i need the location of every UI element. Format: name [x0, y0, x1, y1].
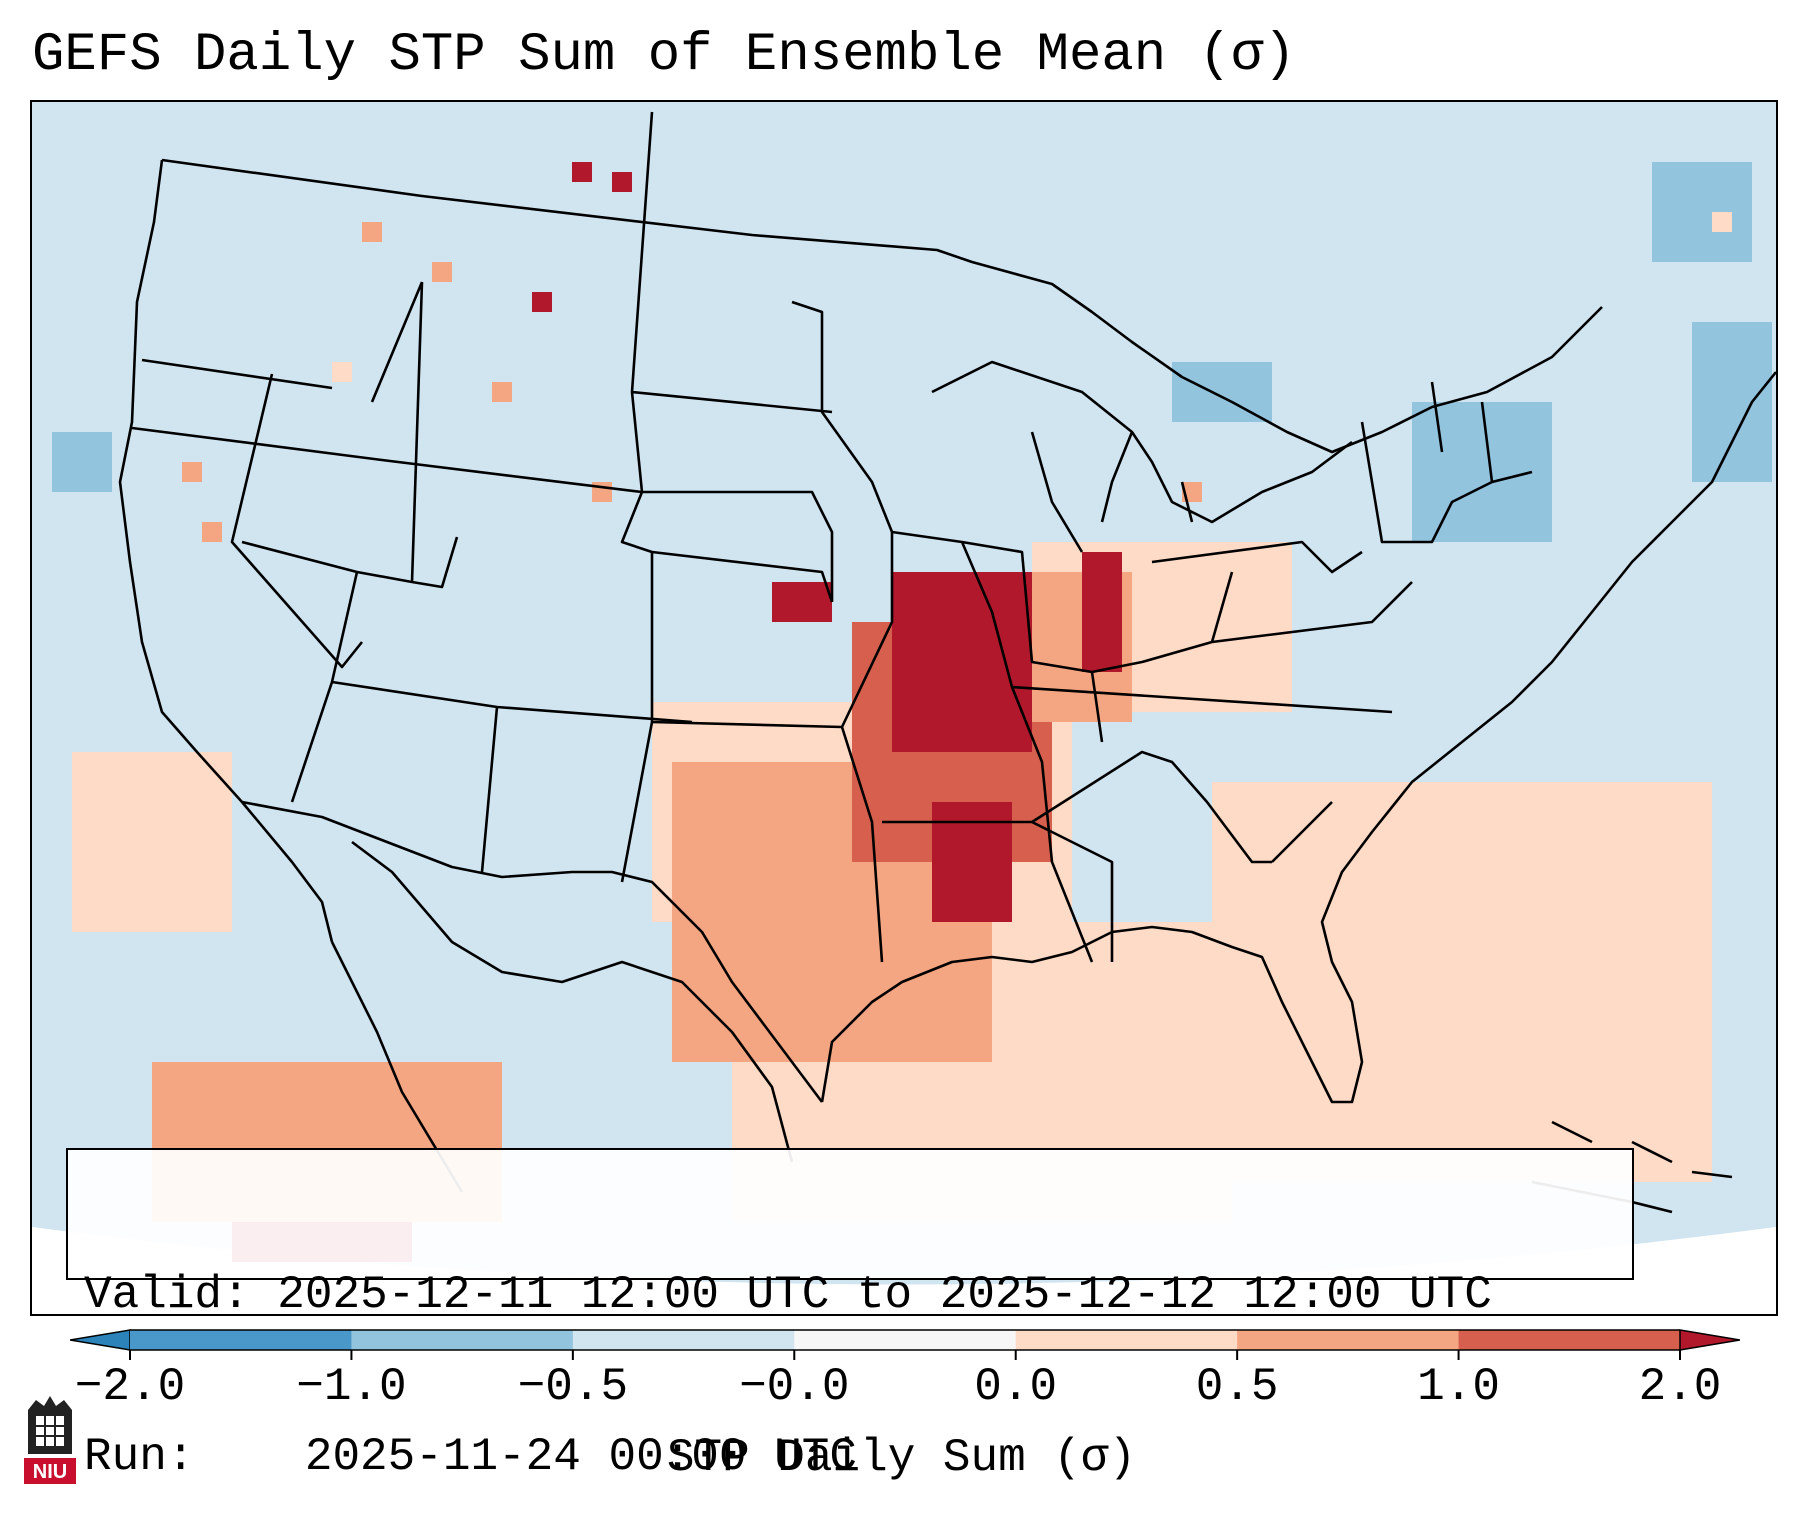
- west-coastline: [118, 159, 334, 943]
- anomaly-cell: [202, 522, 222, 542]
- us-canada-border: [161, 158, 1603, 454]
- colorbar-extend-high: [1679, 1329, 1740, 1351]
- anomaly-cell: [612, 172, 632, 192]
- niu-logo: NIU: [22, 1392, 78, 1488]
- anomaly-cell: [332, 362, 352, 382]
- colorbar-segment: [572, 1330, 795, 1350]
- run-value: 2025-11-24 00:00 UTC: [304, 1431, 857, 1483]
- colorbar-segment: [1458, 1330, 1681, 1350]
- colorbar-segments: [70, 1329, 1740, 1351]
- state-lines-west: [131, 281, 693, 873]
- anomaly-cell: [182, 462, 202, 482]
- anomaly-region: [772, 582, 832, 622]
- great-lakes: [931, 360, 1353, 553]
- anomaly-region: [1652, 162, 1752, 262]
- anomaly-region: [52, 432, 112, 492]
- colorbar-tick-label: 2.0: [1638, 1361, 1722, 1413]
- anomaly-region: [1172, 362, 1272, 422]
- map-canvas: [32, 102, 1776, 1285]
- colorbar-title: STP Daily Sum (σ): [666, 1432, 1137, 1484]
- colorbar-extend-low: [70, 1329, 131, 1351]
- colorbar-segment: [794, 1330, 1017, 1350]
- anomaly-cell: [532, 292, 552, 312]
- state-lines-east: [882, 530, 1413, 963]
- colorbar-segment: [1015, 1330, 1238, 1350]
- colorbar-ticks: [129, 1350, 1681, 1360]
- colorbar-segment: [130, 1330, 352, 1350]
- valid-run-box: Valid: 2025-12-11 12:00 UTC to 2025-12-1…: [66, 1148, 1634, 1483]
- anomaly-cell: [492, 382, 512, 402]
- northeast-lines: [1360, 381, 1533, 544]
- colorbar-tick-label: −1.0: [296, 1361, 407, 1413]
- colorbar-tick-label: −0.5: [517, 1361, 629, 1413]
- colorbar-tick-label: 0.0: [974, 1361, 1058, 1413]
- gulf-coastline: [820, 371, 1776, 1104]
- colorbar-tick-label: −0.0: [739, 1361, 850, 1413]
- colorbar-segment: [1237, 1330, 1460, 1350]
- state-lines-central: [620, 111, 894, 963]
- colorbar-outline: [130, 1329, 1680, 1351]
- anomaly-cell: [1712, 212, 1732, 232]
- colorbar-tick-label: −2.0: [74, 1361, 186, 1413]
- anomaly-region: [1692, 322, 1772, 482]
- anomaly-region: [932, 802, 1012, 922]
- anomaly-region: [1212, 782, 1712, 1182]
- anomaly-cell: [432, 262, 452, 282]
- run-label: Run:: [84, 1431, 195, 1483]
- logo-text: NIU: [33, 1461, 67, 1483]
- anomaly-region: [72, 752, 232, 932]
- colorbar: [70, 1329, 1740, 1360]
- valid-value: 2025-12-11 12:00 UTC to 2025-12-12 12:00…: [277, 1269, 1492, 1321]
- colorbar-segment: [351, 1330, 574, 1350]
- anomaly-cell: [362, 222, 382, 242]
- mexico-gulf-side: [351, 840, 794, 1163]
- anomaly-cell: [572, 162, 592, 182]
- colorbar-tick-label: 1.0: [1417, 1361, 1500, 1413]
- anomaly-region: [892, 572, 1032, 752]
- map-panel: [30, 100, 1778, 1316]
- colorbar-tick-label: 0.5: [1195, 1361, 1279, 1413]
- us-mexico-border: [241, 800, 824, 1103]
- state-boundaries: [118, 111, 1776, 1193]
- valid-label: Valid:: [84, 1269, 250, 1321]
- figure-title: GEFS Daily STP Sum of Ensemble Mean (σ): [32, 25, 1296, 86]
- anomaly-region: [1082, 552, 1122, 672]
